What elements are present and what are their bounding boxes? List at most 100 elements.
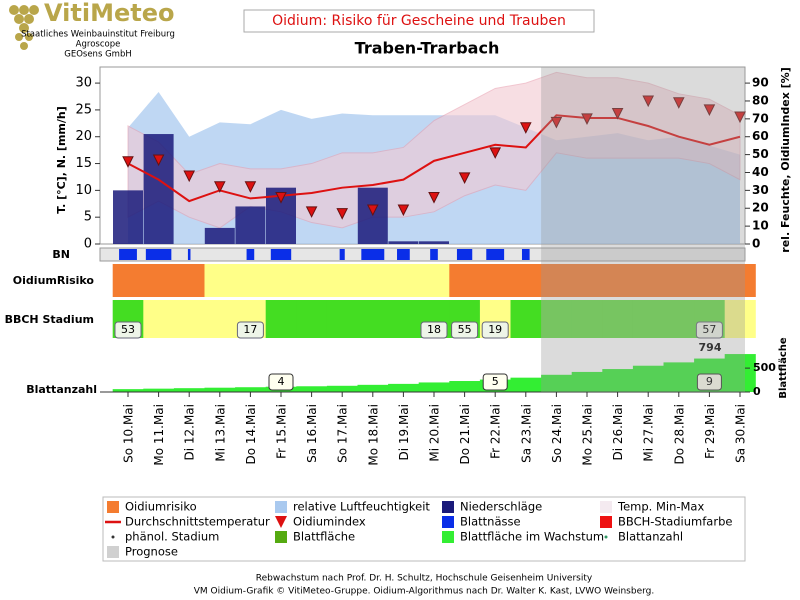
- legend-swatch: [604, 535, 608, 539]
- y2-tick-label: 50: [752, 147, 769, 161]
- bbch-cell: [265, 300, 297, 338]
- legend-swatch: [275, 501, 287, 513]
- leaf-area-label: 794: [699, 341, 722, 354]
- leaf-area-bar: [173, 388, 205, 392]
- risk-cell: [265, 264, 297, 297]
- y2-tick-label: 60: [752, 129, 769, 143]
- mean-temp-line: [127, 114, 741, 203]
- oidium-index-marker: [397, 204, 410, 217]
- x-tick-label: Sa 23.Mai: [519, 404, 533, 463]
- precipitation-bar: [143, 134, 174, 244]
- oidium-index-marker: [458, 172, 471, 184]
- leaf-area-bar: [602, 369, 634, 392]
- precipitation-bar: [113, 190, 143, 244]
- oidium-index-marker: [703, 104, 716, 117]
- leaf-area-bar: [143, 388, 175, 392]
- leaf-area-bar: [204, 387, 236, 392]
- precipitation-bar: [204, 227, 235, 244]
- x-tick-label: Di 19.Mai: [397, 404, 411, 461]
- bn-row: [99, 247, 746, 262]
- risk-cell: [479, 264, 511, 297]
- y2-tick-label: 30: [752, 183, 769, 197]
- precipitation-bar: [419, 241, 449, 244]
- legend-label: Blattanzahl: [618, 530, 683, 544]
- prognose-overlay: [541, 67, 745, 392]
- x-tick-label: Do 21.Mai: [458, 404, 472, 465]
- leaf-count-label: 9: [706, 375, 713, 388]
- legend-swatch: [111, 535, 115, 539]
- legend-label: Oidiumindex: [293, 515, 366, 529]
- bn-block: [119, 249, 137, 260]
- leaf-area-bar: [571, 371, 603, 392]
- legend-swatch: [107, 501, 119, 513]
- leaf-area-bar: [510, 377, 542, 392]
- logo-grapes: [9, 5, 39, 50]
- risk-cell: [357, 264, 389, 297]
- leaf-area-bar: [632, 365, 664, 392]
- bn-block: [187, 249, 191, 260]
- legend-swatch: [275, 531, 287, 543]
- bbch-cell: [724, 300, 756, 338]
- bbch-cell: [204, 300, 236, 338]
- x-tick-label: Mo 25.Mai: [581, 404, 595, 466]
- bn-block: [270, 249, 292, 260]
- legend-swatch: [600, 516, 612, 528]
- leaf-axis-title: Blattfläche: [778, 337, 789, 399]
- y2-axis-title: rel. Feuchte, OidiumIndex [%]: [779, 67, 792, 252]
- bbch-cell: [632, 300, 664, 338]
- legend-swatch: [275, 516, 287, 528]
- legend-swatch: [442, 516, 454, 528]
- leaf-area-bar: [663, 362, 695, 392]
- x-tick-label: Do 28.Mai: [672, 404, 686, 465]
- bbch-cell: [602, 300, 634, 338]
- x-tick-label: So 10.Mai: [122, 404, 136, 463]
- risk-cell: [388, 264, 420, 297]
- risk-cell: [204, 264, 236, 297]
- oidium-index-marker: [550, 116, 563, 129]
- x-tick-label: Di 26.Mai: [611, 404, 625, 461]
- legend-swatch: [442, 531, 454, 543]
- legend-box: [102, 496, 746, 562]
- x-tick-label: Mo 11.Mai: [152, 404, 166, 466]
- legend-label: relative Luftfeuchtigkeit: [293, 500, 430, 514]
- risk-cell: [510, 264, 542, 297]
- risk-cell: [235, 264, 267, 297]
- row-label: BBCH Stadium: [5, 313, 94, 326]
- risk-cell: [326, 264, 358, 297]
- x-tick-label: Sa 30.Mai: [734, 404, 748, 463]
- legend-label: BBCH-Stadiumfarbe: [618, 515, 732, 529]
- y-tick-label: 0: [84, 237, 92, 252]
- oidium-index-marker: [489, 147, 502, 159]
- oidium-index-marker: [428, 192, 440, 204]
- bn-block: [246, 249, 255, 260]
- risk-cell: [143, 264, 175, 297]
- bbch-cell: [357, 300, 389, 338]
- bbch-badge: [695, 321, 723, 339]
- oidium-index-marker: [275, 192, 287, 204]
- risk-cell: [724, 264, 756, 297]
- row-label: BN: [52, 248, 70, 261]
- x-tick-label: Mi 13.Mai: [213, 404, 227, 462]
- leaf-count-badge: [482, 373, 508, 391]
- bbch-badge: [420, 321, 448, 339]
- bbch-label: 17: [243, 323, 257, 336]
- chart-title: Oidium: Risiko für Gescheine und Trauben: [272, 13, 566, 29]
- leaf-area-bar: [235, 387, 267, 392]
- legend-swatch: [442, 501, 454, 513]
- leaf-count-badge: [696, 373, 722, 391]
- risk-cell: [571, 264, 603, 297]
- y-tick-label: 5: [84, 210, 92, 225]
- y2-tick-label: 80: [752, 93, 769, 107]
- risk-cell: [418, 264, 450, 297]
- bn-block: [339, 249, 345, 260]
- legend-label: Blattfläche: [293, 530, 355, 544]
- x-tick-label: Mo 18.Mai: [366, 404, 380, 466]
- oidium-index-marker: [213, 181, 226, 193]
- bbch-label: 57: [702, 323, 716, 336]
- x-tick-label: So 17.Mai: [336, 404, 350, 463]
- legend-label: Durchschnittstemperatur: [125, 515, 270, 529]
- leaf-tick-label: 500: [753, 361, 776, 374]
- bn-block: [486, 249, 505, 260]
- leaf-area-bar: [541, 374, 573, 392]
